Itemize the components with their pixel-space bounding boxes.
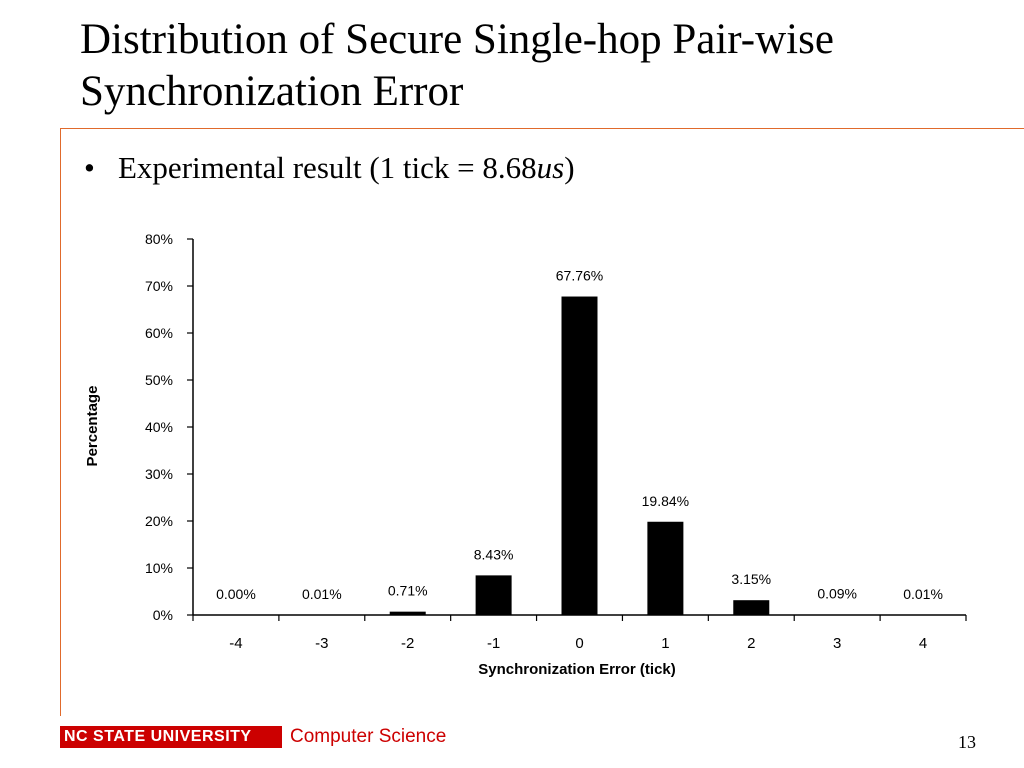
bar bbox=[475, 575, 512, 615]
bar bbox=[647, 521, 684, 615]
x-tick-label: 3 bbox=[833, 635, 841, 652]
y-tick-label: 40% bbox=[145, 419, 173, 435]
y-tick-label: 0% bbox=[153, 607, 173, 623]
data-label: 0.00% bbox=[216, 586, 256, 602]
x-tick-label: 0 bbox=[575, 635, 583, 652]
y-axis-label: Percentage bbox=[84, 386, 101, 467]
x-axis-label: Synchronization Error (tick) bbox=[478, 661, 676, 678]
x-tick-label: -3 bbox=[315, 635, 328, 652]
x-tick-label: 1 bbox=[661, 635, 669, 652]
y-tick-label: 10% bbox=[145, 560, 173, 576]
x-tick-label: -4 bbox=[229, 635, 242, 652]
university-logo: NC STATE UNIVERSITY bbox=[60, 726, 282, 748]
x-tick-label: -2 bbox=[401, 635, 414, 652]
bullet-suffix: ) bbox=[564, 150, 575, 185]
left-rule bbox=[60, 128, 61, 716]
bar bbox=[733, 600, 770, 615]
data-label: 0.09% bbox=[817, 586, 857, 602]
bullet-unit: us bbox=[536, 150, 565, 185]
bar-chart: Percentage Synchronization Error (tick) … bbox=[84, 231, 967, 678]
data-label: 0.71% bbox=[388, 583, 428, 599]
page-number: 13 bbox=[958, 732, 976, 752]
data-label: 0.01% bbox=[302, 586, 342, 602]
data-label: 8.43% bbox=[474, 546, 514, 562]
bar bbox=[561, 296, 598, 615]
y-tick-label: 80% bbox=[145, 231, 173, 247]
data-label: 0.01% bbox=[903, 586, 943, 602]
y-tick-label: 30% bbox=[145, 466, 173, 482]
x-tick-label: -1 bbox=[487, 635, 500, 652]
slide-title: Distribution of Secure Single-hop Pair-w… bbox=[80, 16, 834, 115]
data-label: 3.15% bbox=[731, 571, 771, 587]
y-tick-label: 50% bbox=[145, 372, 173, 388]
bar bbox=[389, 611, 426, 615]
x-tick-label: 4 bbox=[919, 635, 927, 652]
bullet-text: • Experimental result (1 tick = 8.68us) bbox=[84, 148, 575, 188]
bullet-icon: • bbox=[84, 150, 95, 185]
header-rule bbox=[60, 128, 1024, 129]
department-name: Computer Science bbox=[290, 726, 447, 747]
y-tick-label: 60% bbox=[145, 325, 173, 341]
y-tick-label: 20% bbox=[145, 513, 173, 529]
data-label: 19.84% bbox=[642, 493, 689, 509]
y-tick-label: 70% bbox=[145, 278, 173, 294]
x-tick-label: 2 bbox=[747, 635, 755, 652]
data-label: 67.76% bbox=[556, 268, 603, 284]
bullet-prefix: Experimental result (1 tick = 8.68 bbox=[118, 150, 537, 185]
